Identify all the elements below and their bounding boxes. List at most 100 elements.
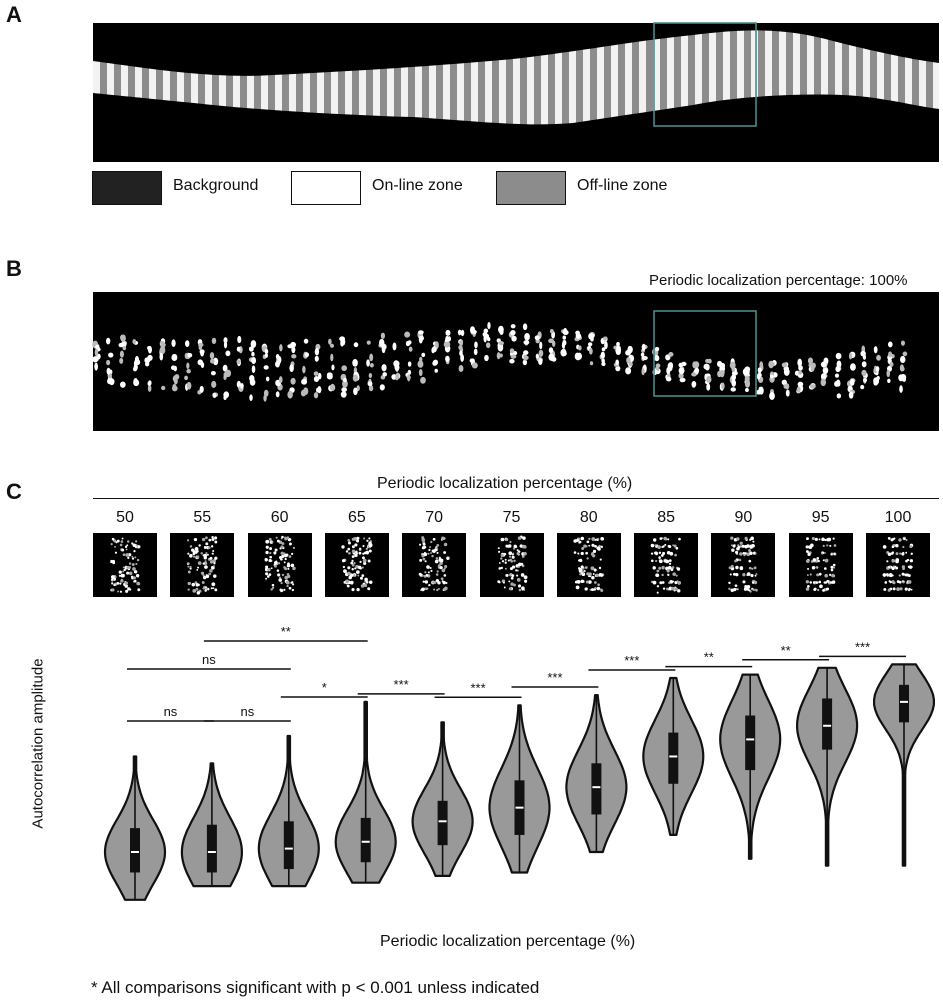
fluorescence-spot	[302, 365, 306, 374]
fluorescence-spot	[655, 363, 661, 369]
fluorescence-spot	[314, 355, 319, 362]
fluorescence-spot	[666, 366, 671, 375]
thumbnail-label-70: 70	[425, 509, 444, 526]
fluorescence-spot	[264, 353, 268, 358]
thumbnail-label-60: 60	[270, 509, 289, 526]
fluorescence-spot	[628, 361, 633, 367]
fluorescence-spot	[199, 385, 204, 393]
fluorescence-spot	[249, 394, 253, 401]
fluorescence-spot	[159, 352, 164, 361]
fluorescence-spot	[487, 321, 491, 330]
fluorescence-spot	[459, 340, 464, 347]
fluorescence-spot	[198, 342, 204, 347]
fluorescence-spot	[199, 349, 205, 355]
fluorescence-spot	[539, 341, 543, 350]
thumbnail-80	[556, 533, 621, 597]
fluorescence-spot	[249, 378, 256, 386]
fluorescence-spot	[408, 346, 413, 352]
fluorescence-spot	[352, 359, 358, 367]
fluorescence-spot	[524, 333, 530, 341]
fluorescence-spot	[861, 361, 867, 368]
fluorescence-spot	[341, 365, 348, 372]
fluorescence-spot	[900, 340, 906, 346]
fluorescence-spot	[379, 338, 385, 347]
fluorescence-spot	[187, 353, 193, 358]
fluorescence-spot	[379, 384, 385, 391]
thumbnail-label-100: 100	[884, 509, 912, 526]
fluorescence-spot	[756, 373, 761, 380]
fluorescence-spot	[225, 350, 231, 357]
fluorescence-spot	[484, 354, 489, 362]
fluorescence-spot	[691, 381, 697, 388]
panel-a-segmentation-image	[93, 22, 939, 162]
fluorescence-spot	[418, 330, 424, 335]
fluorescence-spot	[171, 353, 178, 362]
iqr-box-70	[437, 800, 448, 846]
fluorescence-spot	[291, 354, 297, 359]
thumbnail-60	[247, 533, 312, 597]
fluorescence-spot	[132, 338, 137, 345]
fluorescence-spot	[601, 361, 606, 367]
iqr-box-100	[899, 684, 909, 723]
fluorescence-spot	[458, 364, 464, 373]
fluorescence-spot	[887, 341, 893, 348]
fluorescence-spot	[367, 381, 373, 387]
fluorescence-spot	[420, 376, 426, 384]
fluorescence-spot	[240, 382, 244, 389]
fluorescence-spot	[353, 342, 359, 348]
thumbnail-label-95: 95	[811, 509, 830, 526]
fluorescence-spot	[705, 363, 710, 371]
fluorescence-spot	[562, 339, 567, 346]
fluorescence-spot	[552, 340, 556, 347]
fluorescence-spot	[210, 370, 216, 376]
fluorescence-spot	[626, 357, 631, 364]
fluorescence-spot	[250, 340, 257, 348]
fluorescence-spot	[445, 355, 450, 362]
comparison-label: ns	[164, 704, 178, 719]
fluorescence-spot	[340, 391, 347, 398]
legend-label-background: Background	[173, 177, 259, 194]
fluorescence-spot	[822, 366, 829, 375]
fluorescence-spot	[160, 341, 166, 350]
fluorescence-spot	[835, 366, 841, 373]
footnote: * All comparisons significant with p < 0…	[91, 978, 540, 997]
fluorescence-spot	[278, 376, 283, 384]
fluorescence-spot	[496, 352, 501, 360]
fluorescence-spot	[522, 323, 528, 331]
fluorescence-spot	[538, 358, 543, 365]
fluorescence-spot	[304, 352, 310, 358]
fluorescence-spot	[876, 375, 880, 380]
fluorescence-spot	[395, 373, 399, 381]
fluorescence-spot	[848, 391, 854, 399]
fluorescence-spot	[341, 387, 347, 393]
fluorescence-spot	[471, 362, 478, 369]
fluorescence-spot	[120, 334, 126, 342]
fluorescence-spot	[679, 377, 686, 383]
fluorescence-spot	[509, 358, 515, 364]
fluorescence-spot	[474, 341, 478, 349]
fluorescence-spot	[587, 342, 593, 347]
thumbnail-90	[711, 533, 776, 597]
fluorescence-spot	[604, 341, 608, 350]
fluorescence-spot	[745, 387, 749, 393]
fluorescence-spot	[483, 328, 489, 334]
fluorescence-spot	[172, 375, 178, 382]
fluorescence-spot	[469, 358, 475, 363]
fluorescence-spot	[275, 391, 280, 398]
comparison-label: **	[281, 624, 291, 639]
fluorescence-spot	[301, 378, 308, 385]
fluorescence-spot	[694, 367, 700, 374]
fluorescence-spot	[459, 350, 463, 357]
comparison-label: *	[322, 680, 327, 695]
fluorescence-spot	[810, 363, 815, 372]
fluorescence-spot	[707, 358, 712, 364]
thumbnail-100	[866, 533, 930, 597]
fluorescence-spot	[887, 378, 891, 383]
fluorescence-spot	[329, 343, 335, 348]
fluorescence-spot	[902, 377, 906, 382]
fluorescence-spot	[393, 360, 400, 368]
fluorescence-spot	[860, 350, 866, 357]
fluorescence-spot	[548, 347, 554, 354]
thumbnail-70	[402, 533, 467, 597]
fluorescence-spot	[641, 355, 648, 361]
